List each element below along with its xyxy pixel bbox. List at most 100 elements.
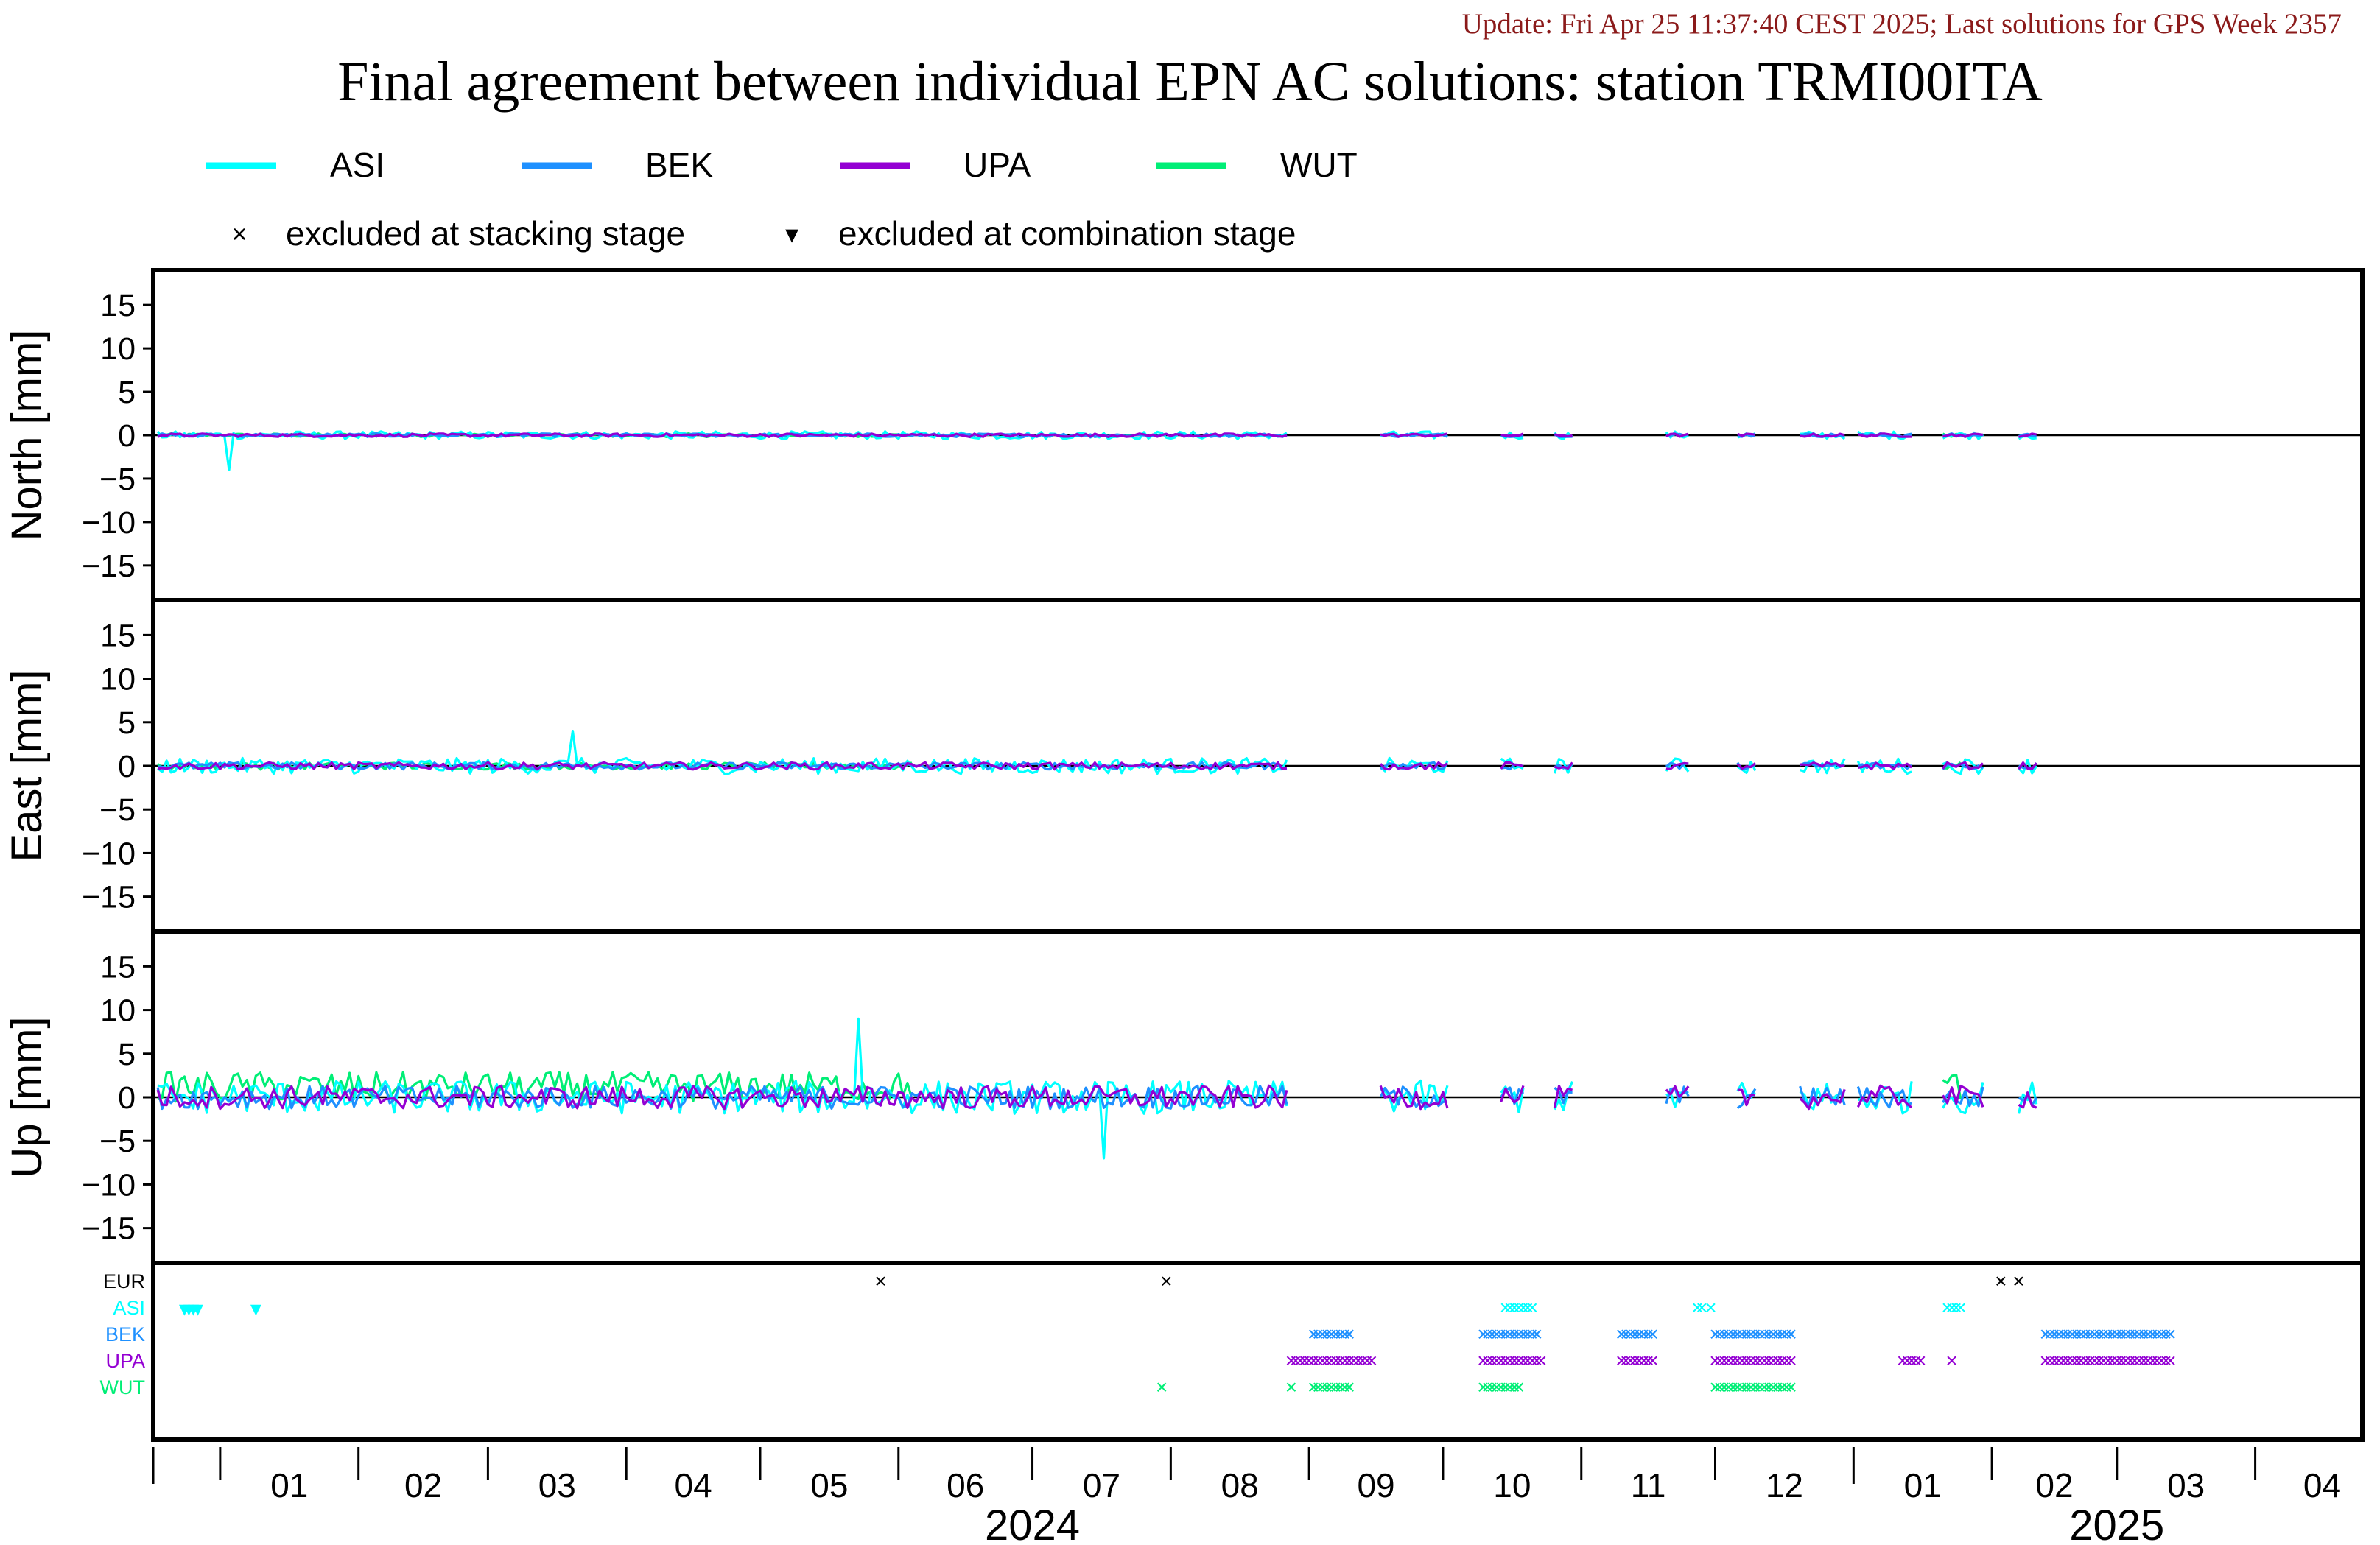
exclusion-mark: × bbox=[1713, 1323, 1725, 1345]
series-line-asi bbox=[1665, 757, 1690, 772]
panel-north: 15 10 5 0 −5 −10 −15 North [mm] bbox=[3, 268, 2365, 602]
exclusion-mark: × bbox=[1481, 1323, 1493, 1345]
exclusion-mark: × bbox=[1780, 1376, 1792, 1398]
series-line-upa bbox=[2018, 1091, 2037, 1109]
exclusion-mark: × bbox=[1509, 1323, 1520, 1345]
series-line-bek bbox=[1380, 432, 1448, 438]
exclusion-frame bbox=[151, 1261, 2365, 1442]
exclusion-mark: × bbox=[1513, 1323, 1525, 1345]
exclusion-mark: × bbox=[1531, 1323, 1542, 1345]
exclusion-mark: × bbox=[2111, 1349, 2123, 1372]
exclusion-mark: × bbox=[1772, 1349, 1783, 1372]
series-line-asi bbox=[1379, 756, 1449, 773]
exclusion-mark: × bbox=[2129, 1323, 2141, 1345]
panel-east: 15 10 5 0 −5 −10 −15 East [mm] bbox=[3, 598, 2365, 934]
legend-marker-label: excluded at stacking stage bbox=[286, 214, 685, 253]
exclusion-mark: × bbox=[1486, 1323, 1498, 1345]
exclusion-mark: × bbox=[1325, 1349, 1337, 1372]
exclusion-mark: × bbox=[1763, 1323, 1775, 1345]
series-line-upa bbox=[1554, 761, 1573, 770]
series-line-upa bbox=[1665, 432, 1689, 438]
y-tick-label: −10 bbox=[82, 1167, 136, 1203]
exclusion-mark: × bbox=[2075, 1349, 2087, 1372]
x-tick-label: 09 bbox=[1357, 1466, 1394, 1504]
exclusion-mark: × bbox=[1531, 1349, 1542, 1372]
exclusion-mark: × bbox=[2138, 1349, 2149, 1372]
exclusion-mark: × bbox=[1500, 1376, 1512, 1398]
x-tick-label: 11 bbox=[1631, 1466, 1666, 1504]
exclusion-mark: × bbox=[1504, 1376, 1516, 1398]
series-line-upa bbox=[1500, 761, 1524, 770]
y-tick-label: 0 bbox=[118, 1080, 136, 1116]
y-tick-label: 0 bbox=[118, 749, 136, 784]
exclusion-mark: × bbox=[1509, 1349, 1520, 1372]
exclusion-mark: × bbox=[1709, 1376, 1721, 1398]
exclusion-mark: × bbox=[1495, 1349, 1507, 1372]
x-axis: 01 02 03 04 05 06 07 08 09 10 11 12 01 02 03 04 2024 2025 bbox=[152, 1447, 2341, 1545]
exclusion-mark: × bbox=[2142, 1349, 2154, 1372]
y-tick-label: −15 bbox=[82, 880, 136, 915]
x-tick-label: 04 bbox=[675, 1466, 712, 1504]
exclusion-mark: × bbox=[1945, 1296, 1957, 1319]
exclusion-mark: × bbox=[1477, 1349, 1489, 1372]
exclusion-mark: × bbox=[2088, 1323, 2100, 1345]
exclusion-mark: × bbox=[1504, 1323, 1516, 1345]
exclusion-mark: × bbox=[2053, 1349, 2065, 1372]
exclusion-mark: × bbox=[1615, 1349, 1627, 1372]
y-tick-label: 5 bbox=[118, 1037, 136, 1072]
exclusion-mark: × bbox=[1303, 1349, 1315, 1372]
exclusion-mark: × bbox=[1736, 1349, 1748, 1372]
exclusion-mark: × bbox=[2097, 1323, 2109, 1345]
exclusion-mark: × bbox=[1495, 1376, 1507, 1398]
exclusion-mark: × bbox=[1633, 1323, 1645, 1345]
series-line-asi bbox=[1856, 757, 1912, 775]
exclusion-mark: × bbox=[1723, 1349, 1735, 1372]
exclusion-mark: × bbox=[2097, 1349, 2109, 1372]
exclusion-mark: × bbox=[1629, 1323, 1640, 1345]
exclusion-mark: × bbox=[2138, 1323, 2149, 1345]
exclusion-mark: × bbox=[2111, 1323, 2123, 1345]
series-line-upa bbox=[1665, 761, 1689, 770]
exclusion-mark: × bbox=[1490, 1323, 1502, 1345]
exclusion-mark: × bbox=[2049, 1323, 2060, 1345]
exclusion-mark: ▾ bbox=[188, 1297, 199, 1321]
exclusion-mark: × bbox=[1647, 1323, 1659, 1345]
exclusion-row-label: ASI bbox=[113, 1297, 145, 1319]
y-tick-label: −15 bbox=[82, 1211, 136, 1247]
x-tick-label: 02 bbox=[404, 1466, 442, 1504]
exclusion-mark: × bbox=[1995, 1270, 2007, 1292]
exclusion-mark: × bbox=[2133, 1349, 2145, 1372]
exclusion-mark: × bbox=[2129, 1349, 2141, 1372]
exclusion-row-label: WUT bbox=[100, 1376, 145, 1398]
exclusion-mark: × bbox=[1754, 1376, 1766, 1398]
exclusion-mark: × bbox=[1517, 1296, 1529, 1319]
exclusion-mark: × bbox=[2160, 1323, 2172, 1345]
exclusion-mark: × bbox=[1713, 1349, 1725, 1372]
series-line-upa bbox=[2018, 432, 2037, 438]
x-tick-label: 03 bbox=[538, 1466, 576, 1504]
exclusion-mark: × bbox=[1732, 1323, 1744, 1345]
exclusion-mark: × bbox=[2124, 1323, 2136, 1345]
exclusion-mark: × bbox=[1477, 1323, 1489, 1345]
exclusion-mark: × bbox=[1647, 1349, 1659, 1372]
exclusion-mark: × bbox=[1745, 1349, 1757, 1372]
exclusion-mark: × bbox=[1642, 1349, 1654, 1372]
series-line-asi bbox=[1799, 1083, 1845, 1111]
exclusion-mark: × bbox=[1767, 1323, 1779, 1345]
exclusion-mark: × bbox=[1500, 1349, 1512, 1372]
exclusion-mark: × bbox=[1285, 1376, 1297, 1398]
exclusion-mark: × bbox=[1620, 1349, 1632, 1372]
exclusion-mark: × bbox=[1481, 1349, 1493, 1372]
exclusion-mark: × bbox=[2146, 1349, 2158, 1372]
exclusion-mark: × bbox=[1330, 1376, 1341, 1398]
exclusion-mark: × bbox=[1914, 1349, 1926, 1372]
exclusion-mark: × bbox=[2102, 1323, 2113, 1345]
exclusion-mark: × bbox=[1522, 1323, 1534, 1345]
exclusion-mark: × bbox=[874, 1270, 886, 1292]
exclusion-mark: × bbox=[1767, 1349, 1779, 1372]
exclusion-mark: × bbox=[1366, 1349, 1377, 1372]
exclusion-mark: × bbox=[1321, 1323, 1333, 1345]
exclusion-mark: × bbox=[2151, 1349, 2163, 1372]
y-tick-label: 10 bbox=[100, 662, 136, 697]
series-line-upa bbox=[1380, 432, 1448, 438]
